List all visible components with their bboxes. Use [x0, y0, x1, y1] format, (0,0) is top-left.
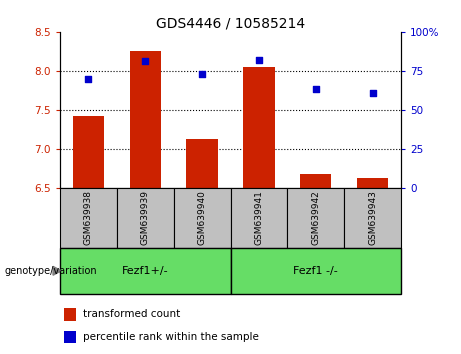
Text: transformed count: transformed count	[83, 309, 181, 319]
Bar	[60, 188, 117, 248]
Point	[142, 59, 149, 64]
Text: percentile rank within the sample: percentile rank within the sample	[83, 332, 260, 342]
Bar	[73, 116, 104, 188]
Bar	[64, 308, 76, 321]
Text: GSM639941: GSM639941	[254, 190, 263, 245]
Polygon shape	[53, 266, 61, 275]
Point	[255, 57, 263, 63]
Bar	[243, 67, 275, 188]
Text: GSM639938: GSM639938	[84, 190, 93, 245]
Text: GSM639940: GSM639940	[198, 190, 207, 245]
Bar	[230, 248, 401, 294]
Bar	[186, 139, 218, 188]
Bar	[230, 188, 287, 248]
Bar	[174, 188, 230, 248]
Bar	[130, 51, 161, 188]
Point	[198, 71, 206, 77]
Point	[312, 87, 319, 92]
Bar	[344, 188, 401, 248]
Bar	[357, 178, 388, 188]
Text: GSM639943: GSM639943	[368, 190, 377, 245]
Text: Fezf1 -/-: Fezf1 -/-	[293, 266, 338, 276]
Point	[85, 76, 92, 81]
Bar	[117, 188, 174, 248]
Bar	[64, 331, 76, 343]
Bar	[287, 188, 344, 248]
Text: GSM639942: GSM639942	[311, 190, 320, 245]
Bar	[300, 173, 331, 188]
Text: Fezf1+/-: Fezf1+/-	[122, 266, 169, 276]
Point	[369, 90, 376, 96]
Title: GDS4446 / 10585214: GDS4446 / 10585214	[156, 17, 305, 31]
Text: genotype/variation: genotype/variation	[5, 266, 97, 276]
Text: GSM639939: GSM639939	[141, 190, 150, 245]
Bar	[60, 248, 230, 294]
